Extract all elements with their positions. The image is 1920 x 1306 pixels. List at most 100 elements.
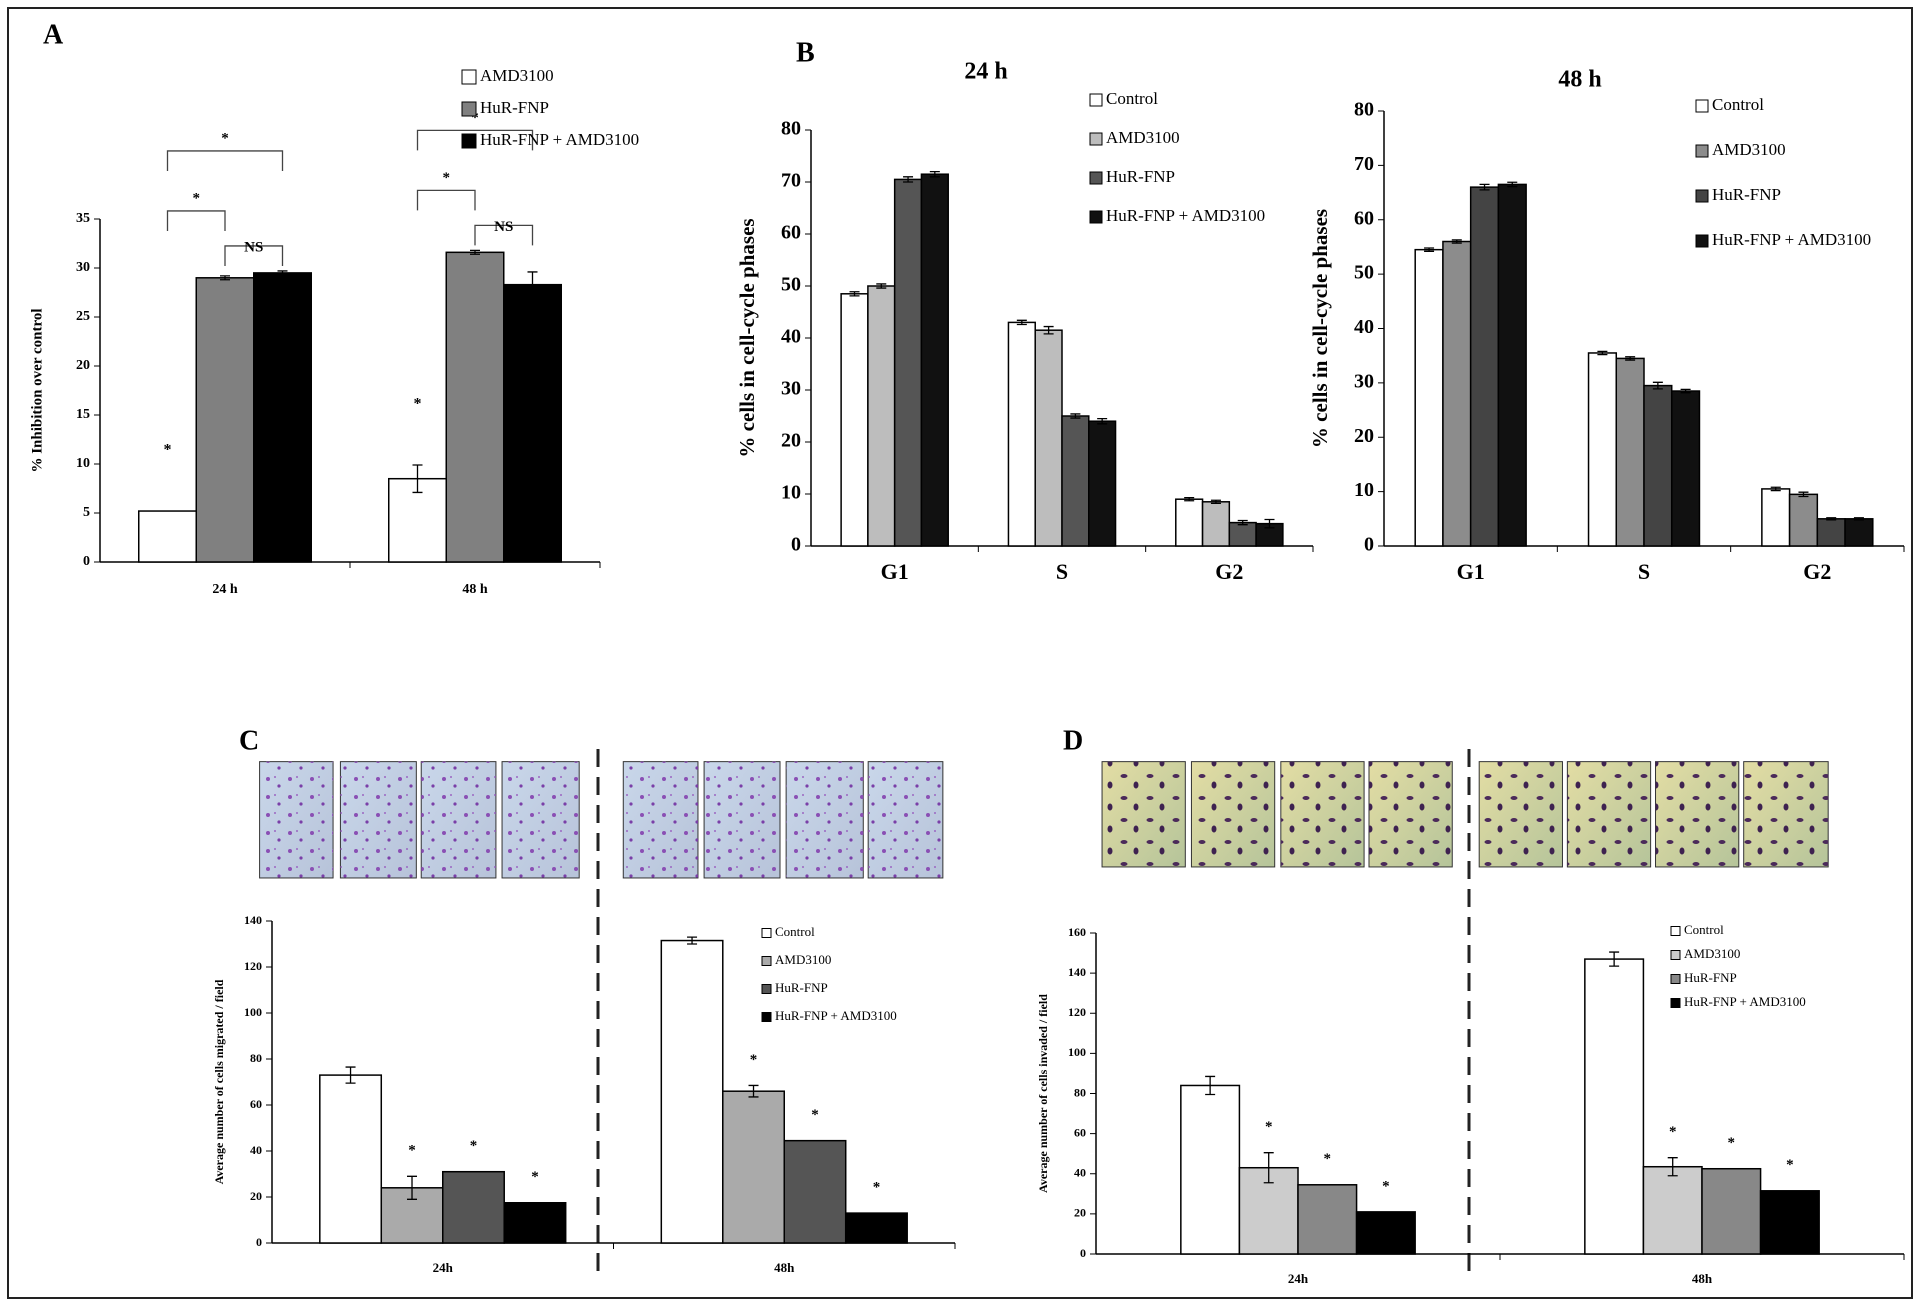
bar — [1788, 493, 1819, 547]
bar — [380, 1187, 444, 1244]
bar — [1761, 488, 1791, 547]
error-bar — [1597, 350, 1608, 356]
y-axis-label: Average number of cells invaded / field — [1036, 994, 1050, 1193]
legend-swatch — [761, 928, 772, 938]
micrograph-cells — [704, 761, 781, 878]
micrograph-cells — [1102, 761, 1186, 867]
legend-swatch — [461, 69, 477, 85]
y-tick-label: 80 — [1074, 1085, 1086, 1099]
error-bar — [929, 170, 940, 178]
error-bar — [1264, 518, 1275, 529]
legend-swatch — [1695, 234, 1709, 248]
bar — [1007, 321, 1036, 547]
error-bar — [1424, 247, 1435, 252]
x-tick-label: S — [1638, 559, 1650, 584]
panel-label: B — [796, 37, 815, 68]
micrograph-cells — [1479, 761, 1563, 867]
x-tick-label: G2 — [1803, 559, 1831, 584]
legend-label: HuR-FNP — [480, 98, 549, 117]
significance-label: * — [1669, 1124, 1677, 1140]
chart-title: 24 h — [964, 59, 1007, 85]
bar — [1497, 183, 1527, 547]
y-tick-label: 140 — [244, 913, 262, 927]
bar — [1180, 1084, 1241, 1255]
bar — [195, 277, 255, 563]
legend-swatch — [1089, 210, 1103, 224]
error-bar — [1016, 319, 1027, 326]
x-tick-label: 48h — [774, 1260, 795, 1275]
legend-swatch — [761, 1012, 772, 1022]
legend-swatch — [1089, 93, 1103, 107]
significance-label: * — [164, 442, 172, 459]
significance-label: * — [1728, 1135, 1736, 1151]
panel-label: A — [43, 19, 64, 50]
y-tick-label: 80 — [250, 1051, 262, 1065]
micrograph-cells — [340, 761, 417, 878]
y-tick-label: 100 — [1068, 1045, 1086, 1059]
bar — [1442, 240, 1472, 547]
y-tick-label: 0 — [1080, 1246, 1086, 1260]
y-tick-label: 80 — [781, 118, 801, 140]
y-tick-label: 140 — [1068, 965, 1086, 979]
y-tick-label: 40 — [781, 326, 801, 348]
micrograph-cells — [1655, 761, 1739, 867]
y-tick-label: 0 — [83, 554, 90, 569]
y-axis-label: % cells in cell-cycle phases — [735, 218, 759, 457]
y-tick-label: 10 — [781, 482, 801, 504]
legend-label: HuR-FNP — [1106, 167, 1175, 186]
error-bar — [1097, 417, 1108, 425]
x-tick-label: 24h — [433, 1260, 454, 1275]
y-tick-label: 20 — [781, 430, 801, 452]
comparison-label: * — [193, 190, 201, 206]
y-tick-label: 0 — [791, 534, 801, 556]
bar — [1844, 518, 1874, 547]
bar — [1228, 521, 1257, 547]
y-tick-label: 20 — [250, 1189, 262, 1203]
bar — [1816, 518, 1846, 547]
bar — [722, 1090, 786, 1244]
panel-label: C — [239, 725, 259, 756]
bar — [1175, 498, 1204, 547]
significance-label: * — [873, 1180, 881, 1196]
y-tick-label: 40 — [1074, 1166, 1086, 1180]
y-tick-label: 50 — [1354, 262, 1374, 284]
bar — [1643, 384, 1673, 547]
x-tick-label: G1 — [1457, 559, 1485, 584]
significance-label: * — [750, 1052, 758, 1068]
y-tick-label: 60 — [781, 222, 801, 244]
error-bar — [1070, 413, 1081, 419]
x-tick-label: G1 — [881, 559, 909, 584]
y-tick-label: 120 — [1068, 1005, 1086, 1019]
significance-label: * — [531, 1169, 539, 1185]
bar — [893, 178, 923, 547]
legend-label: HuR-FNP + AMD3100 — [1712, 230, 1871, 249]
y-axis-label: % cells in cell-cycle phases — [1308, 209, 1332, 448]
legend-label: Control — [1712, 95, 1764, 114]
legend-label: HuR-FNP — [1712, 185, 1781, 204]
micrograph-cells — [1567, 761, 1651, 867]
bar — [1355, 1211, 1416, 1255]
error-bar — [1667, 1157, 1678, 1177]
y-tick-label: 0 — [256, 1235, 262, 1249]
legend-swatch — [1695, 144, 1709, 158]
error-bar — [407, 1175, 418, 1200]
legend-swatch — [461, 133, 477, 149]
comparison-bracket — [416, 129, 534, 151]
bar — [844, 1212, 908, 1244]
legend-swatch — [761, 984, 772, 994]
x-tick-label: G2 — [1215, 559, 1243, 584]
bar — [503, 1202, 567, 1244]
y-tick-label: 10 — [1354, 479, 1374, 501]
comparison-label: NS — [494, 219, 513, 235]
x-tick-label: S — [1056, 559, 1068, 584]
significance-label: * — [811, 1107, 819, 1123]
micrograph-cells — [1743, 761, 1829, 867]
y-tick-label: 100 — [244, 1005, 262, 1019]
bar — [1414, 248, 1444, 547]
error-bar — [1770, 486, 1781, 492]
error-bar — [1625, 356, 1636, 361]
error-bar — [1479, 183, 1490, 191]
significance-label: * — [408, 1143, 416, 1159]
comparison-bracket — [224, 245, 284, 266]
